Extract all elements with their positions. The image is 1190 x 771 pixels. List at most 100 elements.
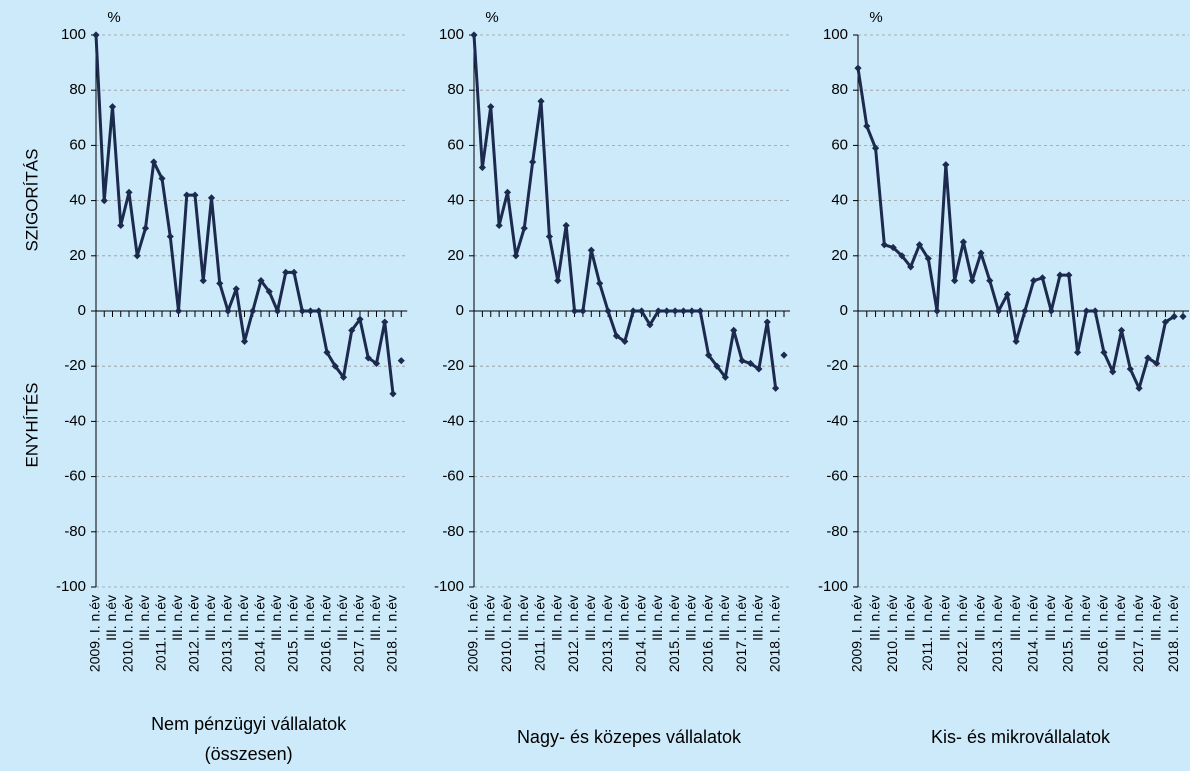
marker xyxy=(1135,384,1143,392)
y-tick-label: 40 xyxy=(69,192,86,209)
chart-title: Nagy- és közepes vállalatok xyxy=(517,727,742,747)
x-tick-label: 2013. I. n.év xyxy=(989,595,1005,672)
marker xyxy=(487,103,495,111)
marker xyxy=(629,307,637,315)
x-tick-label: III. n.év xyxy=(616,595,632,641)
marker xyxy=(738,357,746,365)
x-tick-label: 2010. I. n.év xyxy=(120,595,136,672)
y-tick-label: 60 xyxy=(447,136,464,153)
marker xyxy=(249,307,257,315)
marker xyxy=(746,359,755,368)
marker xyxy=(977,249,985,257)
y-tick-label: -60 xyxy=(442,468,464,485)
x-tick-label: 2012. I. n.év xyxy=(565,595,581,672)
marker xyxy=(339,373,348,381)
marker xyxy=(646,321,654,329)
x-tick-label: 2015. I. n.év xyxy=(666,595,682,672)
x-tick-label: 2017. I. n.év xyxy=(351,595,367,672)
marker xyxy=(315,307,323,315)
marker xyxy=(994,307,1003,315)
x-tick-label: III. n.év xyxy=(716,595,732,641)
x-tick-label: III. n.év xyxy=(683,595,699,641)
marker xyxy=(907,263,915,271)
marker xyxy=(713,362,721,370)
marker xyxy=(871,144,880,152)
marker xyxy=(512,252,520,260)
x-tick-label: III. n.év xyxy=(268,595,284,641)
marker xyxy=(133,252,141,260)
y-axis-label-lower: ENYHÍTÉS xyxy=(22,382,41,467)
x-tick-label: III. n.év xyxy=(367,595,383,641)
marker xyxy=(721,373,729,381)
marker xyxy=(478,163,486,172)
y-tick-label: -20 xyxy=(442,357,464,374)
marker xyxy=(207,194,216,202)
marker xyxy=(282,268,290,276)
marker xyxy=(951,277,959,285)
marker xyxy=(671,307,679,315)
y-tick-label: -100 xyxy=(818,578,848,595)
y-tick-label: -40 xyxy=(442,412,464,429)
x-tick-label: 2017. I. n.év xyxy=(733,595,749,672)
marker xyxy=(704,351,713,359)
y-tick-label: 20 xyxy=(447,247,464,264)
x-tick-label: III. n.év xyxy=(1112,595,1128,641)
marker xyxy=(596,279,604,287)
x-tick-label: III. n.év xyxy=(1147,595,1163,641)
chart-title: (összesen) xyxy=(205,744,293,764)
x-tick-label: 2015. I. n.év xyxy=(285,595,301,672)
marker xyxy=(1179,312,1187,321)
marker xyxy=(763,318,771,326)
x-tick-label: III. n.év xyxy=(937,595,953,641)
marker xyxy=(1126,365,1134,373)
y-tick-label: 0 xyxy=(78,302,86,319)
x-tick-label: 2011. I. n.év xyxy=(919,595,935,671)
marker xyxy=(495,221,503,230)
x-tick-label: III. n.év xyxy=(901,595,917,641)
marker xyxy=(854,64,862,72)
x-tick-label: III. n.év xyxy=(582,595,598,641)
marker xyxy=(298,307,306,315)
marker xyxy=(224,307,232,315)
marker xyxy=(529,158,537,166)
marker xyxy=(1030,277,1038,285)
marker xyxy=(306,307,315,315)
marker xyxy=(924,254,932,263)
marker xyxy=(520,224,528,232)
x-tick-label: III. n.év xyxy=(202,595,218,641)
y-tick-label: 20 xyxy=(831,247,848,264)
x-tick-label: 2014. I. n.év xyxy=(1024,595,1040,672)
x-tick-label: III. n.év xyxy=(866,595,882,641)
x-tick-label: 2014. I. n.év xyxy=(632,595,648,672)
y-tick-label: 80 xyxy=(447,81,464,98)
marker xyxy=(232,285,240,293)
x-tick-label: 2010. I. n.év xyxy=(498,595,514,672)
marker xyxy=(290,268,298,276)
marker xyxy=(1091,307,1099,315)
x-tick-label: 2009. I. n.év xyxy=(849,595,865,672)
x-tick-label: III. n.év xyxy=(169,595,185,641)
x-tick-label: III. n.év xyxy=(301,595,317,641)
marker xyxy=(100,197,108,205)
y-tick-label: 0 xyxy=(840,302,848,319)
x-tick-label: 2011. I. n.év xyxy=(153,595,169,671)
marker xyxy=(772,384,780,392)
marker xyxy=(503,188,512,196)
marker xyxy=(1082,307,1090,315)
marker xyxy=(141,224,150,232)
marker xyxy=(933,307,941,315)
marker xyxy=(389,390,397,398)
marker xyxy=(604,307,612,315)
marker xyxy=(348,326,356,334)
y-tick-label: -40 xyxy=(64,412,86,429)
x-tick-label: 2011. I. n.év xyxy=(532,595,548,671)
y-tick-label: 100 xyxy=(439,26,464,43)
marker xyxy=(257,277,265,285)
marker xyxy=(562,221,570,230)
marker xyxy=(240,337,249,345)
x-tick-label: 2013. I. n.év xyxy=(219,595,235,672)
x-tick-label: 2014. I. n.év xyxy=(252,595,268,672)
marker xyxy=(863,122,871,130)
marker xyxy=(166,232,174,241)
